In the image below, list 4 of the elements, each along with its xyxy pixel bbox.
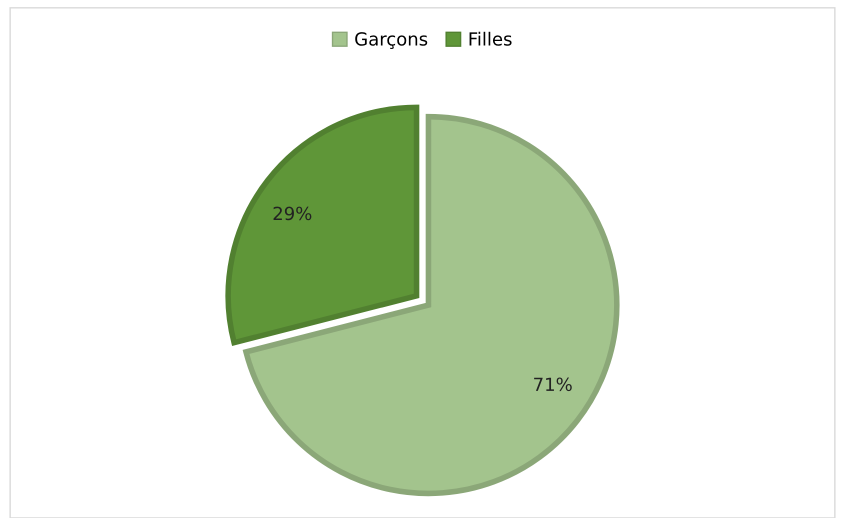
data-label: 71% xyxy=(534,377,572,392)
data-label: 29% xyxy=(274,206,312,220)
legend-label: Filles xyxy=(470,32,512,46)
legend-label: Garçons xyxy=(355,32,428,49)
